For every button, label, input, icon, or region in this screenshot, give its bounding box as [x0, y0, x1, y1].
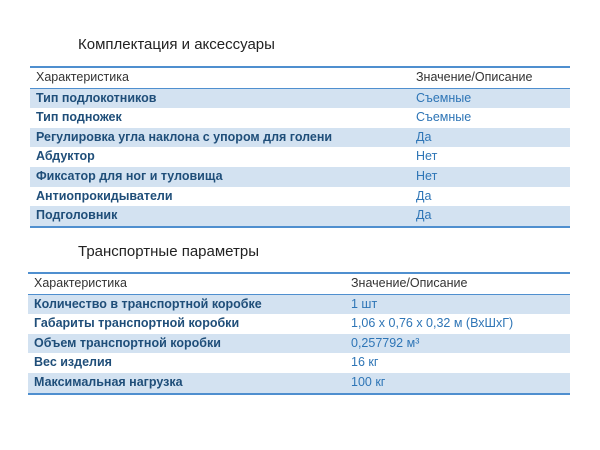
- row-key: Антиопрокидыватели: [36, 188, 173, 203]
- row-value: 1,06 х 0,76 х 0,32 м (ВхШхГ): [351, 316, 514, 331]
- row-value: Съемные: [410, 88, 570, 109]
- row-value: 100 кг: [345, 372, 570, 395]
- row-value: Нет: [416, 149, 438, 164]
- table-header: Характеристика Значение/Описание: [30, 65, 570, 89]
- row-key: Регулировка угла наклона с упором для го…: [30, 127, 410, 148]
- table-row: Подголовник Да: [30, 206, 570, 228]
- header-key: Характеристика: [28, 271, 345, 295]
- table-row: Максимальная нагрузка 100 кг: [28, 372, 570, 395]
- row-key: Количество в транспортной коробке: [28, 294, 345, 315]
- row-value: Съемные: [416, 110, 472, 125]
- section-title-accessories: Комплектация и аксессуары: [78, 36, 275, 53]
- table-row: Регулировка угла наклона с упором для го…: [30, 127, 570, 148]
- row-key: Максимальная нагрузка: [28, 372, 345, 395]
- section-title-transport: Транспортные параметры: [78, 243, 260, 260]
- table-row: Количество в транспортной коробке 1 шт: [28, 294, 570, 315]
- row-key: Тип подлокотников: [30, 88, 410, 109]
- row-value: 16 кг: [351, 355, 379, 370]
- table-header: Характеристика Значение/Описание: [28, 271, 570, 295]
- table-row: Фиксатор для ног и туловища Нет: [30, 166, 570, 187]
- table-row: Тип подлокотников Съемные: [30, 88, 570, 109]
- table-row: Объем транспортной коробки 0,257792 м³: [28, 333, 570, 354]
- header-key: Характеристика: [30, 65, 410, 89]
- accessories-table: Характеристика Значение/Описание Тип под…: [30, 65, 570, 228]
- row-value: 1 шт: [345, 294, 570, 315]
- row-key: Объем транспортной коробки: [28, 333, 345, 354]
- header-value: Значение/Описание: [345, 271, 570, 295]
- row-value: Да: [410, 127, 570, 148]
- transport-table: Характеристика Значение/Описание Количес…: [28, 271, 570, 395]
- row-value: Да: [416, 188, 432, 203]
- header-value: Значение/Описание: [410, 65, 570, 89]
- row-key: Абдуктор: [36, 149, 95, 164]
- row-value: Да: [410, 206, 570, 228]
- row-key: Вес изделия: [34, 355, 112, 370]
- table-row: Габариты транспортной коробки 1,06 х 0,76…: [28, 314, 570, 334]
- row-key: Габариты транспортной коробки: [34, 316, 240, 331]
- row-value: Нет: [410, 166, 570, 187]
- row-value: 0,257792 м³: [345, 333, 570, 354]
- row-key: Тип подножек: [36, 110, 122, 125]
- row-key: Фиксатор для ног и туловища: [30, 166, 410, 187]
- table-row: Вес изделия 16 кг: [28, 353, 570, 373]
- table-row: Абдуктор Нет: [30, 147, 570, 167]
- table-row: Антиопрокидыватели Да: [30, 187, 570, 207]
- table-row: Тип подножек Съемные: [30, 108, 570, 128]
- row-key: Подголовник: [30, 206, 410, 228]
